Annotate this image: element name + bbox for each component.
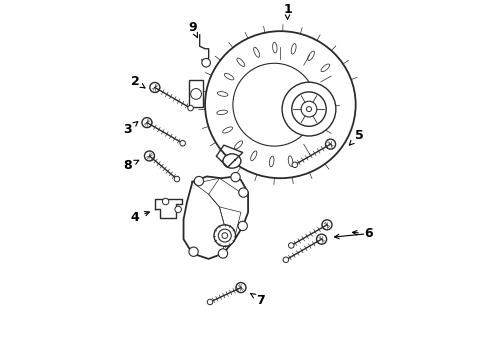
Circle shape (230, 172, 240, 182)
Circle shape (291, 162, 297, 167)
Text: 3: 3 (123, 122, 138, 136)
Circle shape (222, 233, 227, 238)
Circle shape (180, 140, 185, 146)
Circle shape (202, 58, 210, 67)
Text: 5: 5 (348, 129, 363, 145)
Circle shape (162, 198, 168, 205)
Text: 7: 7 (250, 293, 264, 307)
Ellipse shape (223, 154, 241, 168)
Circle shape (194, 176, 203, 186)
Circle shape (321, 220, 331, 230)
Circle shape (218, 229, 231, 242)
Circle shape (301, 101, 316, 117)
Circle shape (142, 118, 152, 128)
Circle shape (316, 234, 326, 244)
Circle shape (238, 188, 247, 197)
Circle shape (306, 107, 311, 112)
Circle shape (288, 243, 293, 248)
Text: 6: 6 (352, 227, 372, 240)
Circle shape (144, 151, 154, 161)
Circle shape (187, 105, 193, 111)
FancyBboxPatch shape (188, 81, 203, 107)
Text: 1: 1 (283, 3, 291, 19)
Ellipse shape (204, 31, 355, 178)
Circle shape (218, 249, 227, 258)
Circle shape (174, 176, 179, 182)
Circle shape (283, 257, 288, 262)
Circle shape (149, 82, 160, 93)
Circle shape (188, 247, 198, 256)
Circle shape (282, 82, 335, 136)
Circle shape (207, 299, 212, 305)
Circle shape (214, 225, 235, 246)
Text: 9: 9 (188, 21, 197, 37)
Circle shape (232, 63, 315, 146)
Circle shape (190, 89, 201, 99)
Circle shape (325, 139, 335, 149)
Circle shape (175, 206, 181, 213)
Circle shape (238, 221, 247, 230)
Text: 8: 8 (123, 159, 139, 172)
Circle shape (291, 92, 325, 126)
Text: 4: 4 (130, 211, 149, 224)
Text: 2: 2 (130, 75, 145, 88)
Polygon shape (155, 199, 182, 219)
Circle shape (235, 283, 245, 293)
